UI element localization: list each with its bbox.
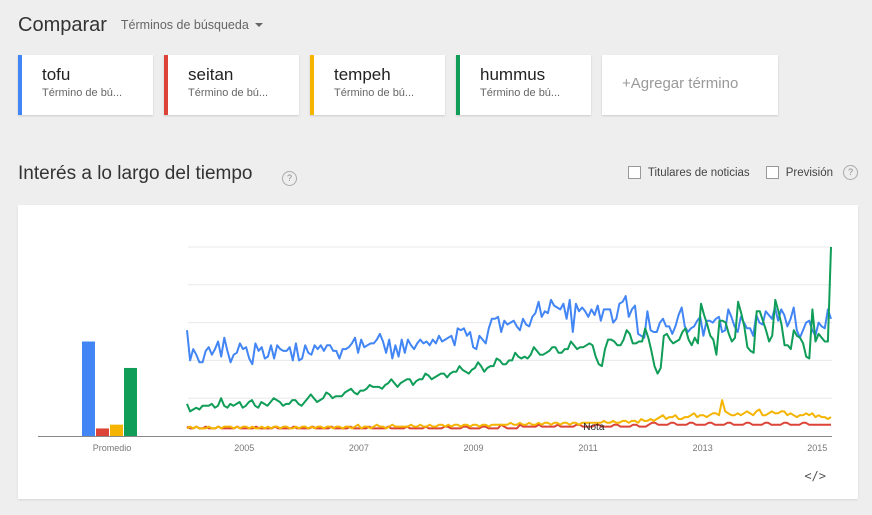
section-title: Interés a lo largo del tiempo bbox=[18, 163, 253, 184]
x-tick-label: 2015 bbox=[807, 443, 827, 453]
chevron-down-icon bbox=[254, 23, 263, 27]
compare-header: Comparar Términos de búsqueda bbox=[18, 14, 263, 37]
term-type: Término de bú... bbox=[188, 87, 269, 99]
forecast-label: Previsión bbox=[785, 166, 833, 179]
search-terms-dropdown[interactable]: Términos de búsqueda bbox=[121, 18, 263, 32]
term-type: Término de bú... bbox=[480, 87, 561, 99]
term-card-tofu[interactable]: tofu Término de bú... bbox=[18, 55, 153, 115]
term-card-tempeh[interactable]: tempeh Término de bú... bbox=[310, 55, 445, 115]
forecast-checkbox[interactable] bbox=[765, 166, 779, 179]
term-card-seitan[interactable]: seitan Término de bú... bbox=[164, 55, 299, 115]
forecast-option[interactable]: Previsión bbox=[765, 166, 833, 179]
term-list: tofu Término de bú... seitan Término de … bbox=[18, 55, 778, 115]
news-headlines-option[interactable]: Titulares de noticias bbox=[627, 166, 750, 179]
embed-code-icon[interactable]: </> bbox=[804, 469, 826, 483]
term-type: Término de bú... bbox=[334, 87, 415, 99]
help-icon[interactable]: ? bbox=[282, 171, 297, 186]
series-line-hummus bbox=[186, 246, 832, 413]
x-tick-label: 2011 bbox=[578, 443, 597, 453]
note-label: Nota bbox=[583, 422, 605, 433]
term-name: tofu bbox=[42, 65, 71, 84]
interest-over-time-chart: Promedio 2005 2007 2009 2011 2013 2015 Nota </> bbox=[18, 205, 858, 499]
x-tick-label: 2005 bbox=[234, 443, 254, 453]
series-line-tofu bbox=[186, 295, 832, 366]
help-icon[interactable]: ? bbox=[843, 165, 858, 180]
term-type: Término de bú... bbox=[42, 87, 123, 99]
average-bar-hummus bbox=[124, 367, 137, 436]
term-name: tempeh bbox=[334, 65, 391, 84]
x-tick-label: 2007 bbox=[349, 443, 369, 453]
average-bar-tofu bbox=[82, 341, 95, 436]
term-name: hummus bbox=[480, 65, 546, 84]
line-chart-svg: Promedio 2005 2007 2009 2011 2013 2015 Nota bbox=[38, 246, 832, 453]
term-card-hummus[interactable]: hummus Término de bú... bbox=[456, 55, 591, 115]
page-title: Comparar bbox=[18, 14, 107, 36]
add-term-button[interactable]: +Agregar término bbox=[602, 55, 778, 115]
average-bar-tempeh bbox=[110, 424, 123, 436]
series-line-tempeh bbox=[186, 399, 832, 430]
news-headlines-checkbox[interactable] bbox=[627, 166, 641, 179]
chart-options: Titulares de noticias Previsión ? bbox=[612, 165, 858, 180]
news-headlines-label: Titulares de noticias bbox=[647, 166, 750, 179]
average-bar-seitan bbox=[96, 428, 109, 436]
term-name: seitan bbox=[188, 65, 234, 84]
averages-label: Promedio bbox=[93, 443, 132, 453]
x-tick-label: 2013 bbox=[693, 443, 713, 453]
search-terms-label: Términos de búsqueda bbox=[120, 18, 249, 32]
x-tick-label: 2009 bbox=[463, 443, 483, 453]
